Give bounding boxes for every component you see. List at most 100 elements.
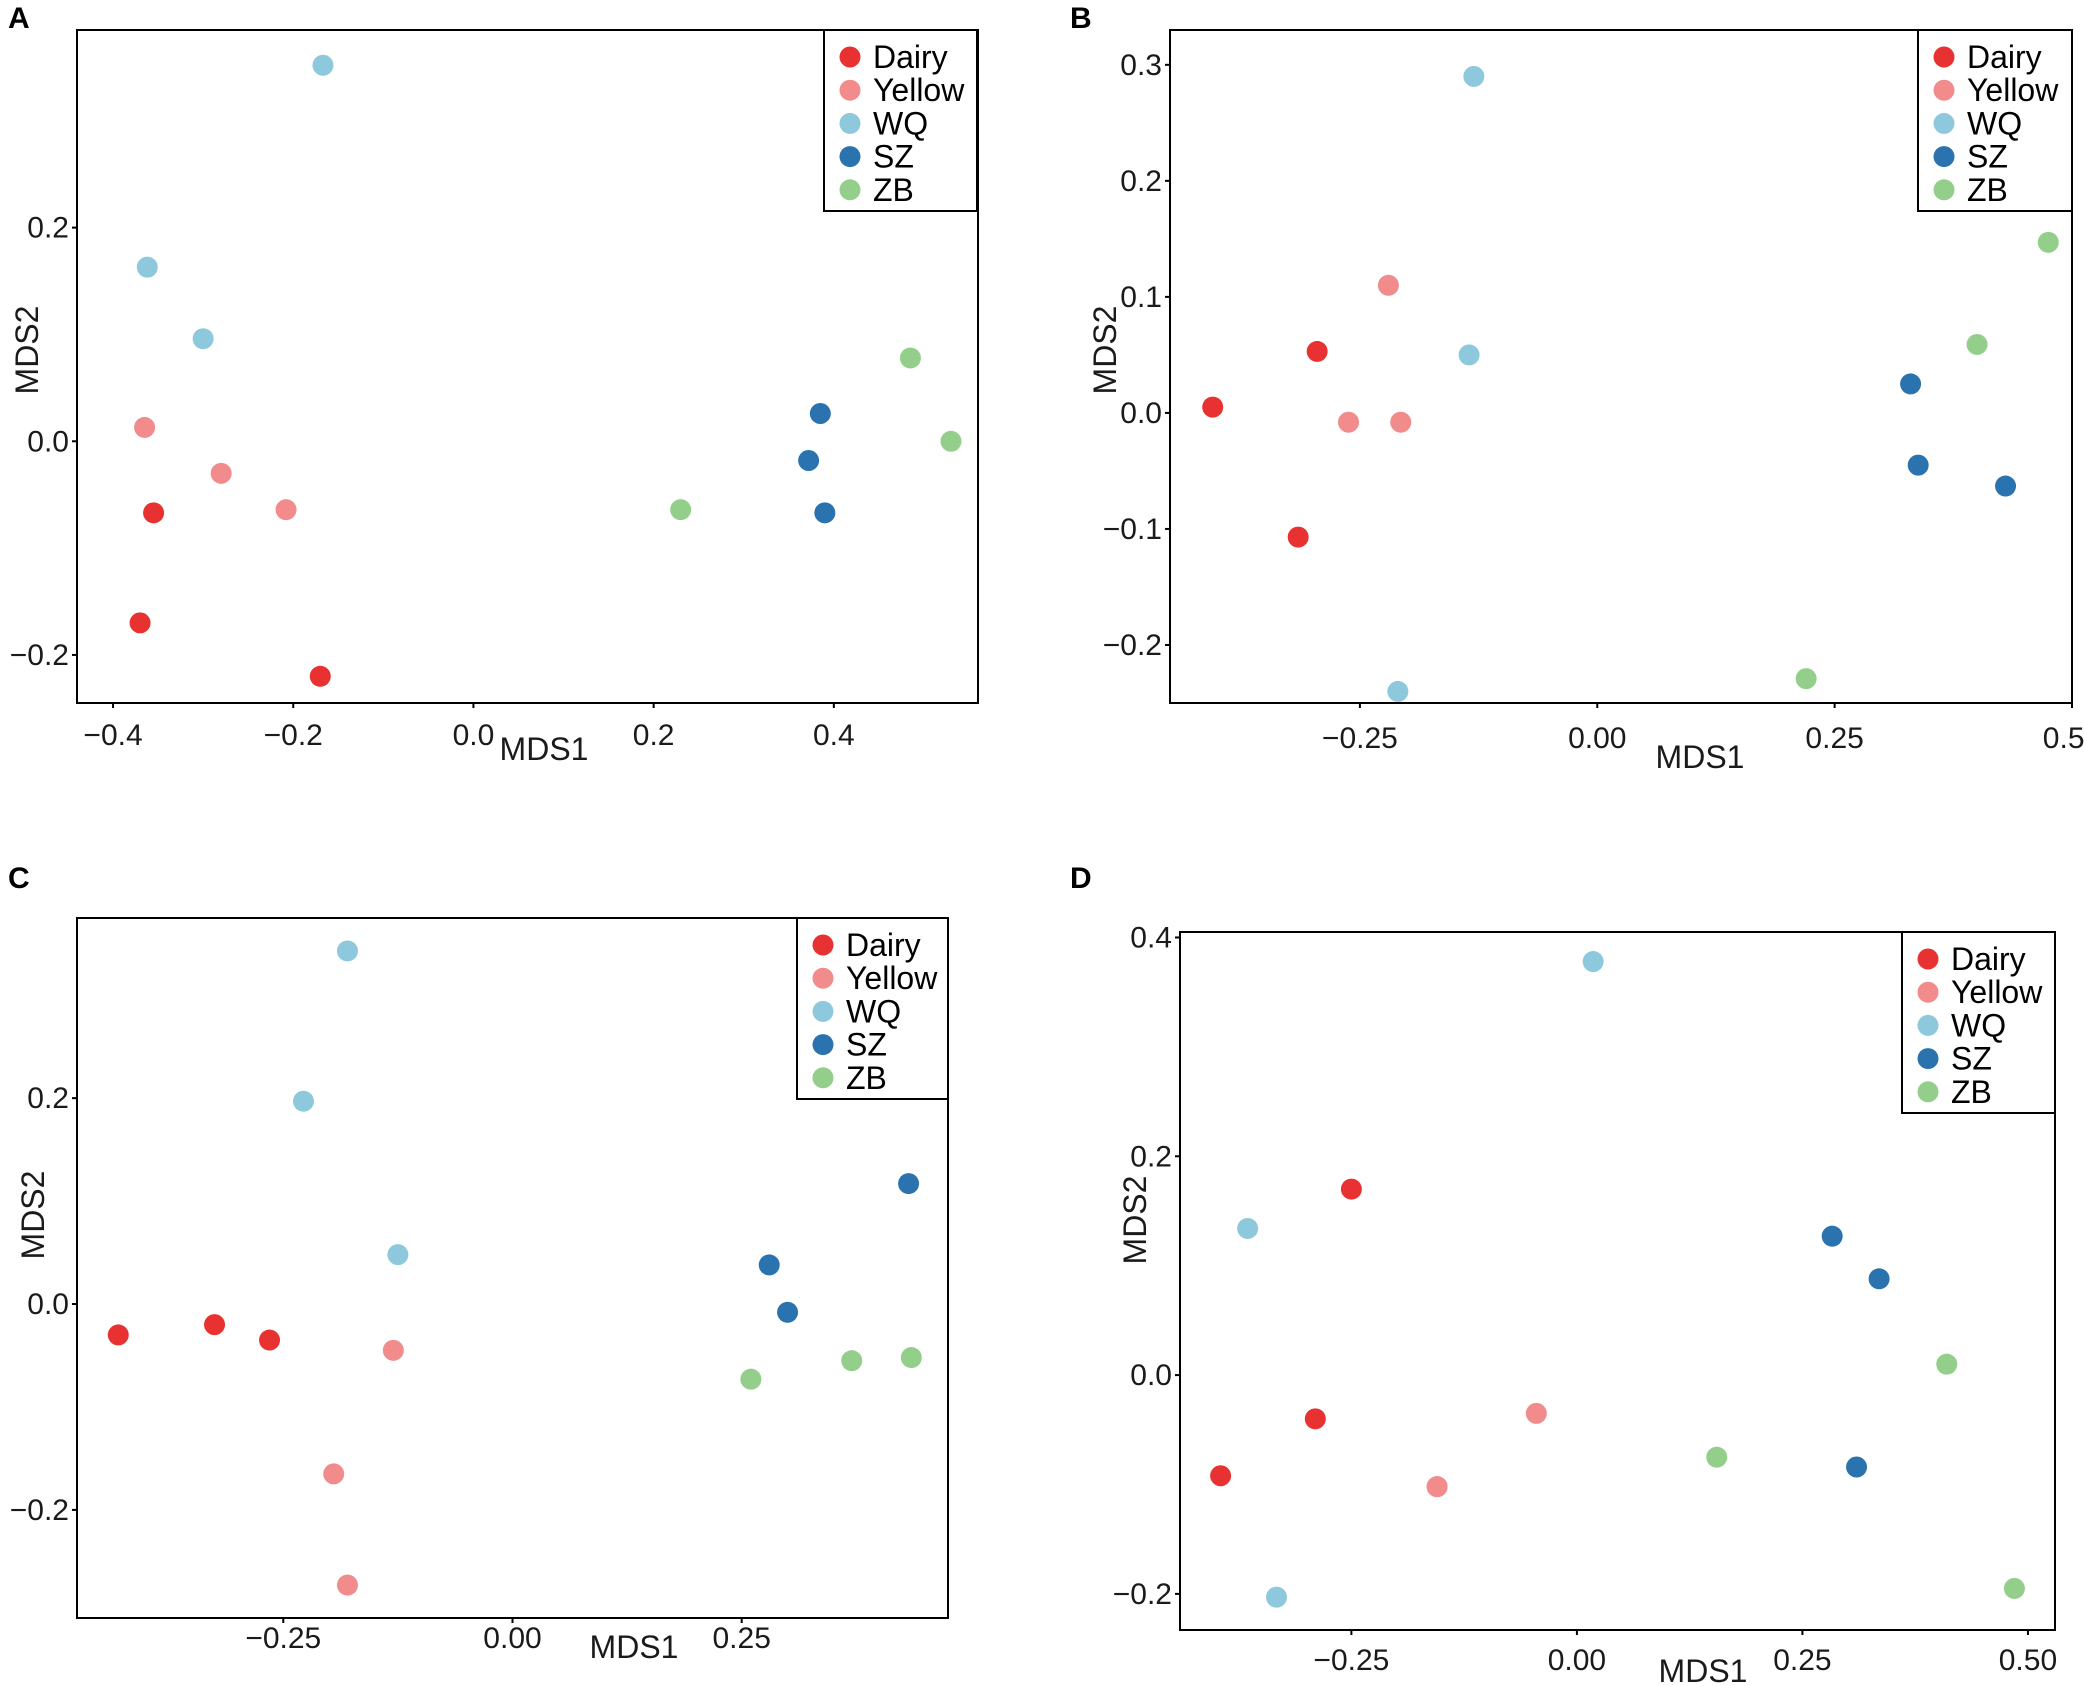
point-sz	[777, 1301, 799, 1323]
y-tick-label: −0.2	[10, 1494, 69, 1527]
x-tick-label: −0.25	[1322, 722, 1398, 755]
point-dairy	[1340, 1178, 1362, 1200]
point-yellow	[134, 416, 156, 438]
legend-swatch-sz	[1933, 146, 1955, 168]
point-wq	[192, 328, 214, 350]
point-dairy	[1202, 396, 1224, 418]
legend-label-wq: WQ	[846, 993, 901, 1029]
point-sz	[1907, 454, 1929, 476]
y-tick-label: −0.2	[1103, 629, 1162, 662]
y-tick-label: 0.2	[1130, 1140, 1172, 1173]
legend-swatch-dairy	[812, 934, 834, 956]
point-wq	[292, 1090, 314, 1112]
x-tick-label: −0.2	[264, 719, 323, 752]
point-sz	[1995, 475, 2017, 497]
legend-label-wq: WQ	[1951, 1007, 2006, 1043]
point-zb	[670, 499, 692, 521]
legend-label-sz: SZ	[846, 1027, 887, 1063]
x-axis-label: MDS1	[590, 1629, 679, 1665]
point-zb	[899, 347, 921, 369]
point-sz	[1846, 1456, 1868, 1478]
point-zb	[1706, 1446, 1728, 1468]
legend-label-zb: ZB	[1951, 1074, 1992, 1110]
y-tick-label: 0.0	[1130, 1359, 1172, 1392]
panel-label: D	[1070, 862, 1092, 895]
point-yellow	[382, 1339, 404, 1361]
point-wq	[1266, 1586, 1288, 1608]
point-sz	[758, 1254, 780, 1276]
legend-swatch-zb	[839, 179, 861, 201]
point-dairy	[1210, 1465, 1232, 1487]
point-zb	[1795, 668, 1817, 690]
legend-swatch-zb	[1917, 1081, 1939, 1103]
y-axis-label: MDS2	[1117, 1176, 1153, 1265]
point-wq	[136, 256, 158, 278]
point-wq	[387, 1244, 409, 1266]
x-tick-label: 0.4	[813, 719, 855, 752]
point-dairy	[107, 1324, 129, 1346]
point-sz	[898, 1173, 920, 1195]
x-tick-label: 0.00	[1548, 1644, 1606, 1677]
point-dairy	[309, 665, 331, 687]
point-yellow	[1525, 1402, 1547, 1424]
y-axis-label: MDS2	[15, 1171, 51, 1260]
y-tick-label: 0.2	[27, 1082, 69, 1115]
point-sz	[1868, 1268, 1890, 1290]
legend-swatch-sz	[1917, 1048, 1939, 1070]
point-yellow	[275, 499, 297, 521]
point-dairy	[259, 1329, 281, 1351]
legend-swatch-wq	[812, 1000, 834, 1022]
y-axis-label: MDS2	[1087, 306, 1123, 395]
legend-swatch-zb	[812, 1067, 834, 1089]
legend-label-dairy: Dairy	[1951, 941, 2026, 977]
point-zb	[940, 430, 962, 452]
legend-label-dairy: Dairy	[873, 39, 948, 75]
x-tick-label: −0.25	[1313, 1644, 1389, 1677]
point-wq	[1582, 951, 1604, 973]
legend-swatch-sz	[839, 146, 861, 168]
legend-label-sz: SZ	[1951, 1041, 1992, 1077]
y-tick-label: 0.0	[1120, 397, 1162, 430]
point-yellow	[1426, 1476, 1448, 1498]
y-tick-label: 0.2	[27, 212, 69, 245]
legend-label-dairy: Dairy	[846, 927, 921, 963]
legend-swatch-dairy	[1933, 46, 1955, 68]
point-zb	[2037, 231, 2059, 253]
x-axis-label: MDS1	[1659, 1653, 1748, 1686]
x-tick-label: −0.25	[245, 1622, 321, 1655]
x-tick-label: 0.25	[713, 1622, 771, 1655]
point-wq	[1463, 65, 1485, 87]
x-tick-label: −0.4	[83, 719, 142, 752]
y-tick-label: 0.0	[27, 1288, 69, 1321]
point-dairy	[204, 1314, 226, 1336]
legend-label-sz: SZ	[1967, 139, 2008, 175]
legend-swatch-dairy	[1917, 948, 1939, 970]
legend-label-yellow: Yellow	[873, 72, 965, 108]
x-tick-label: 0.0	[453, 719, 495, 752]
x-tick-label: 0.50	[1999, 1644, 2057, 1677]
plot-frame	[1169, 29, 2073, 704]
panel-label: C	[8, 862, 30, 895]
point-zb	[900, 1347, 922, 1369]
y-tick-label: 0.0	[27, 425, 69, 458]
legend-swatch-yellow	[1917, 981, 1939, 1003]
point-wq	[312, 54, 334, 76]
point-sz	[809, 403, 831, 425]
legend-label-wq: WQ	[873, 105, 928, 141]
point-wq	[1458, 344, 1480, 366]
legend-label-zb: ZB	[873, 172, 914, 208]
x-tick-label: 0.25	[1773, 1644, 1831, 1677]
point-yellow	[1390, 411, 1412, 433]
y-tick-label: 0.4	[1130, 921, 1172, 954]
point-sz	[1900, 373, 1922, 395]
y-axis-label: MDS2	[9, 306, 45, 395]
y-tick-label: 0.3	[1120, 49, 1162, 82]
x-axis-label: MDS1	[1656, 739, 1745, 775]
point-dairy	[1304, 1408, 1326, 1430]
legend-label-yellow: Yellow	[1967, 72, 2059, 108]
point-zb	[2003, 1577, 2025, 1599]
point-dairy	[1306, 340, 1328, 362]
